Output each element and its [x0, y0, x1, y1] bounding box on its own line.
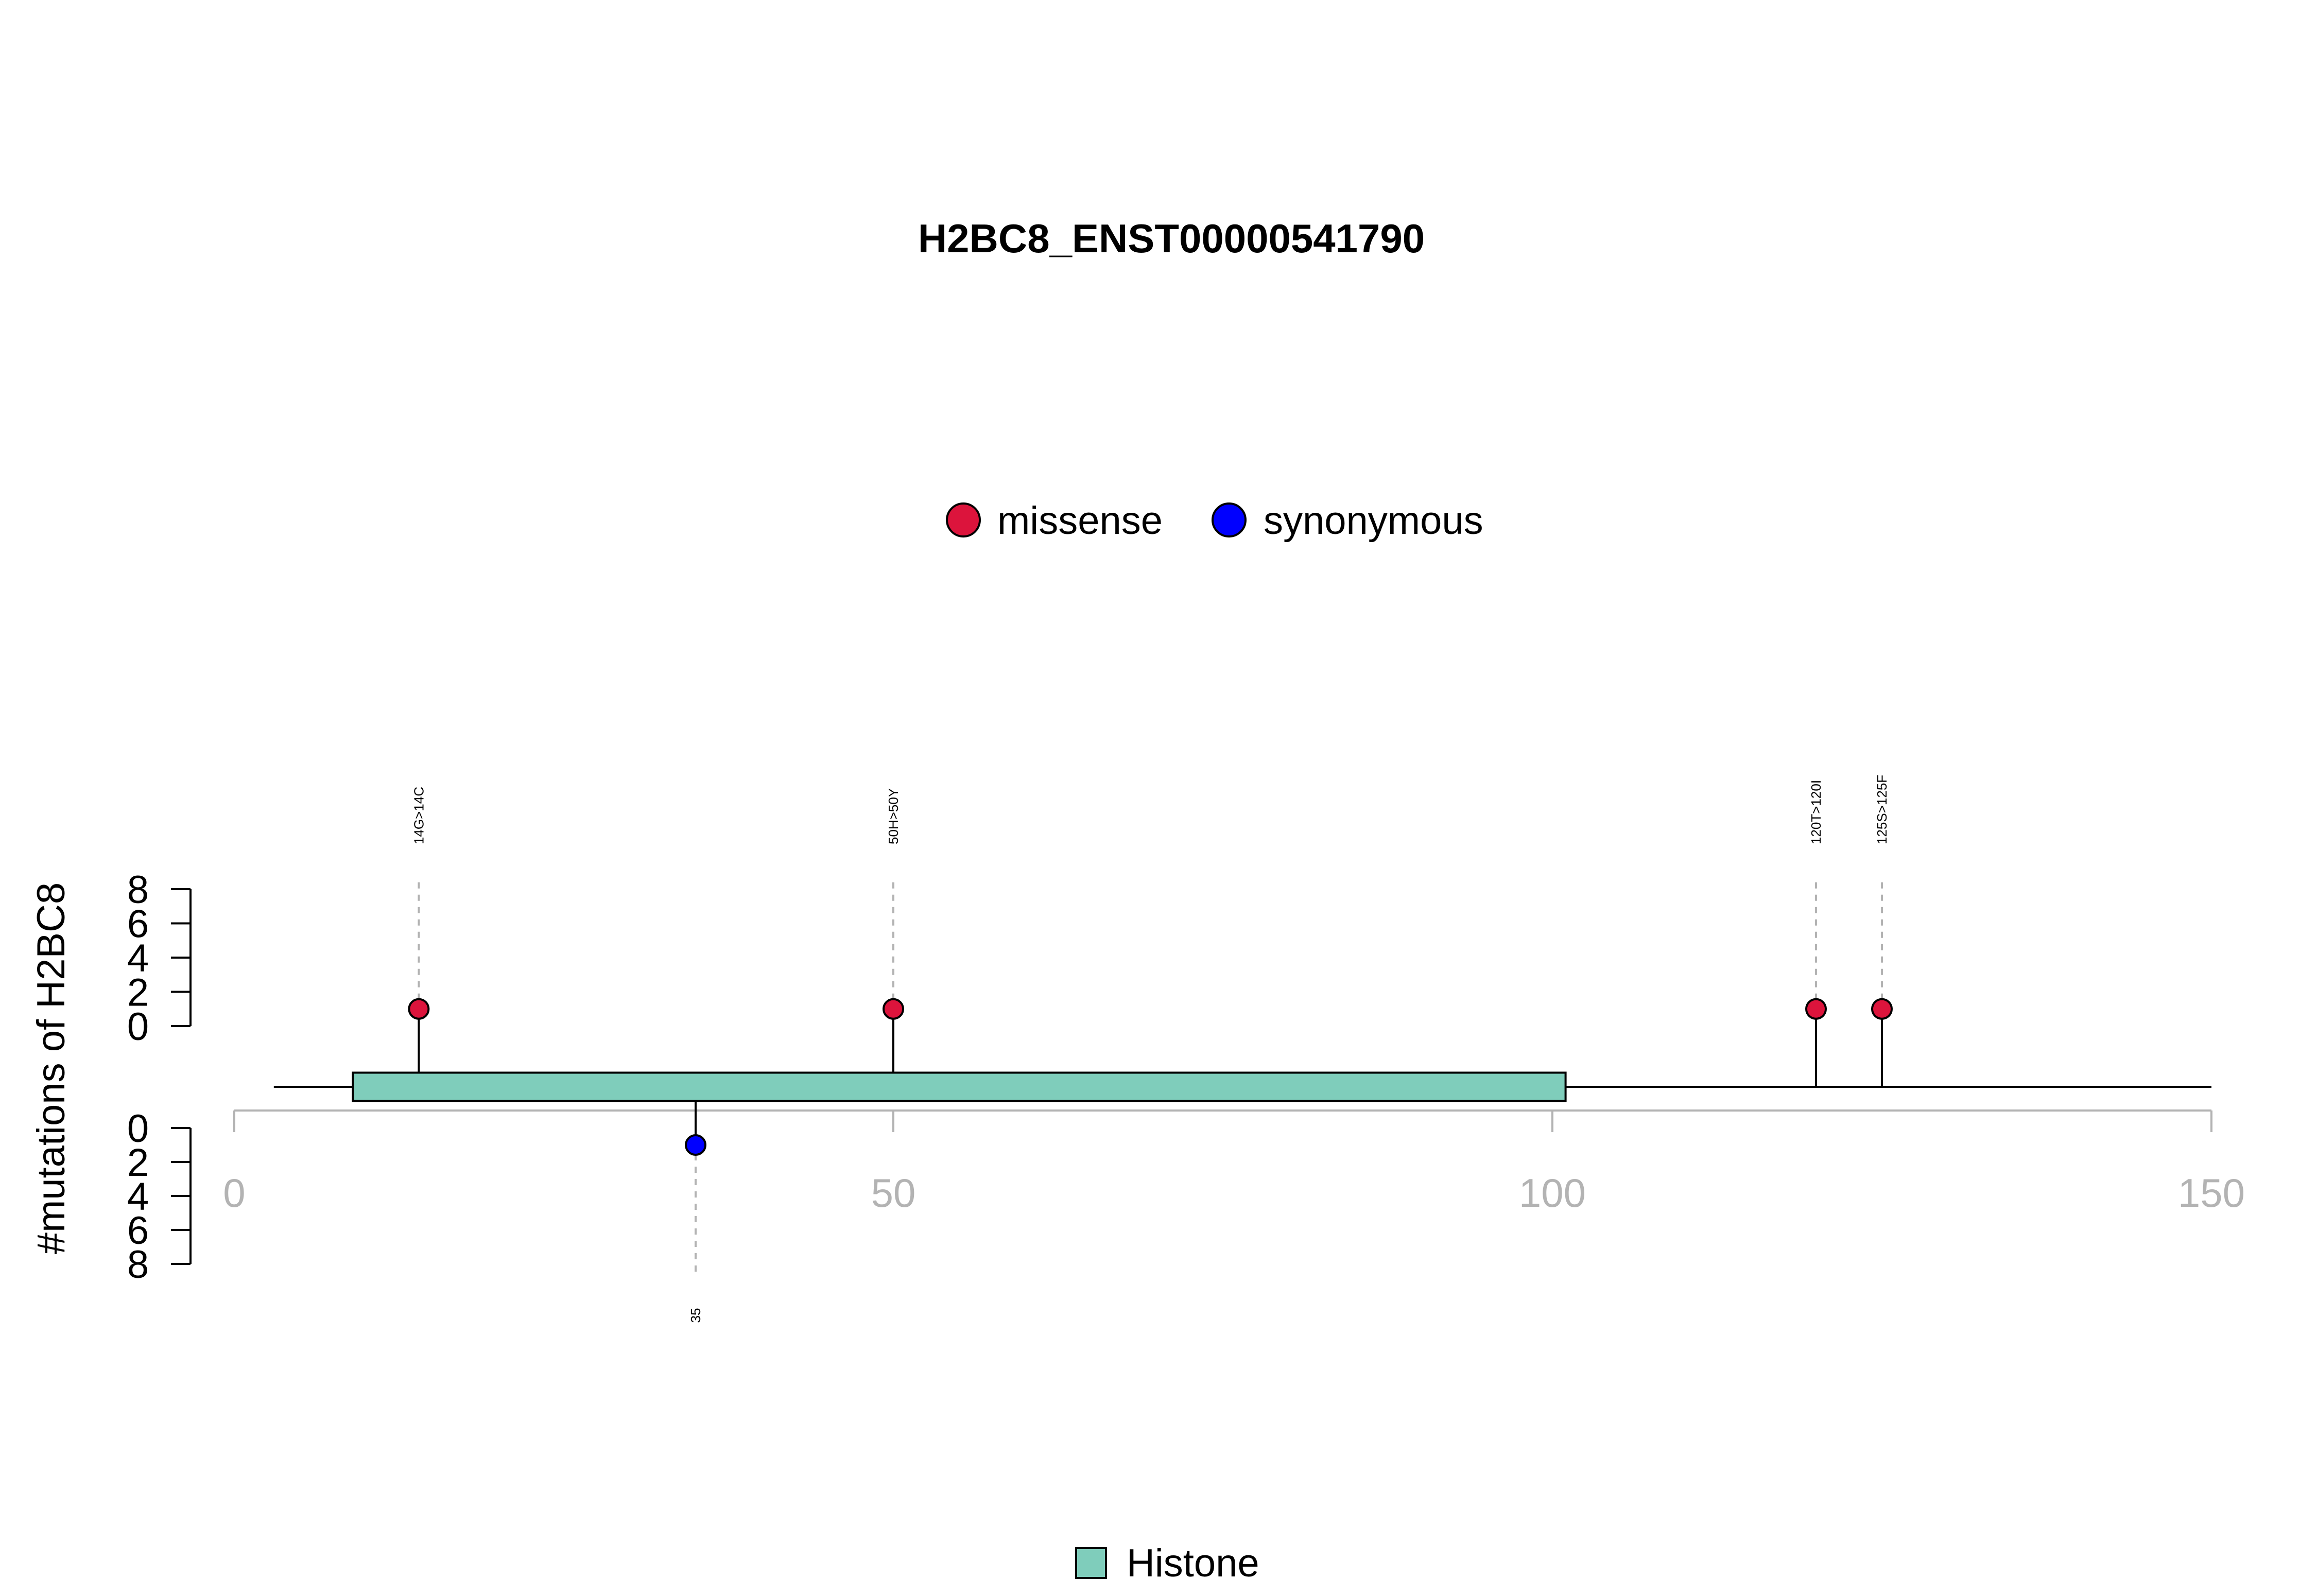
missense-legend-marker: [946, 502, 981, 537]
mutation-label: 120T>120I: [1808, 780, 1824, 844]
y-tick-label: 8: [127, 1243, 149, 1287]
synonymous-legend-label: synonymous: [1264, 499, 1483, 543]
synonymous-legend-marker: [1212, 502, 1247, 537]
y-tick-label: 6: [127, 903, 149, 946]
mutation-label: 125S>125F: [1874, 775, 1890, 844]
x-tick-label: 50: [871, 1170, 916, 1216]
y-tick-label: 0: [127, 1107, 149, 1151]
mutation-missense-point: [1805, 998, 1827, 1020]
mutation-label: 14G>14C: [411, 787, 426, 844]
y-tick-label: 4: [127, 936, 149, 980]
y-axis-label: #mutations of H2BC8: [29, 882, 73, 1254]
x-tick-label: 150: [2178, 1170, 2245, 1216]
domain-blocks: [352, 1071, 1567, 1102]
y-tick-label: 2: [127, 971, 149, 1015]
mutation-label: 50H>50Y: [886, 788, 901, 844]
y-tick-label: 6: [127, 1209, 149, 1253]
mutation-missense-point: [883, 998, 904, 1020]
x-tick-label: 0: [223, 1170, 245, 1216]
mutation-missense-point: [1871, 998, 1893, 1020]
domain-histone: [352, 1071, 1567, 1102]
x-tick-label: 100: [1519, 1170, 1586, 1216]
mutation-synonymous-point: [685, 1134, 706, 1156]
x-axis: 0 50 100 150: [223, 1109, 2245, 1216]
chart-title: H2BC8_ENST00000541790: [918, 216, 1425, 261]
y-tick-label: 4: [127, 1175, 149, 1219]
y-tick-label: 8: [127, 868, 149, 912]
mutation-missense-point: [408, 998, 430, 1020]
y-tick-label: 0: [127, 1005, 149, 1049]
y-tick-label: 2: [127, 1141, 149, 1185]
domain-legend: Histone: [1075, 1541, 1259, 1585]
mutation-legend: missense synonymous: [946, 499, 1483, 543]
histone-legend-swatch: [1075, 1547, 1107, 1579]
histone-legend-label: Histone: [1127, 1541, 1259, 1585]
mutation-label: 35: [688, 1308, 703, 1323]
mutation-heads: 14G>14C 50H>50Y 120T>120I 125S>125F 35: [408, 775, 1893, 1323]
missense-legend-label: missense: [997, 499, 1163, 543]
legend-item-synonymous: synonymous: [1212, 499, 1483, 543]
legend-item-missense: missense: [946, 499, 1163, 543]
